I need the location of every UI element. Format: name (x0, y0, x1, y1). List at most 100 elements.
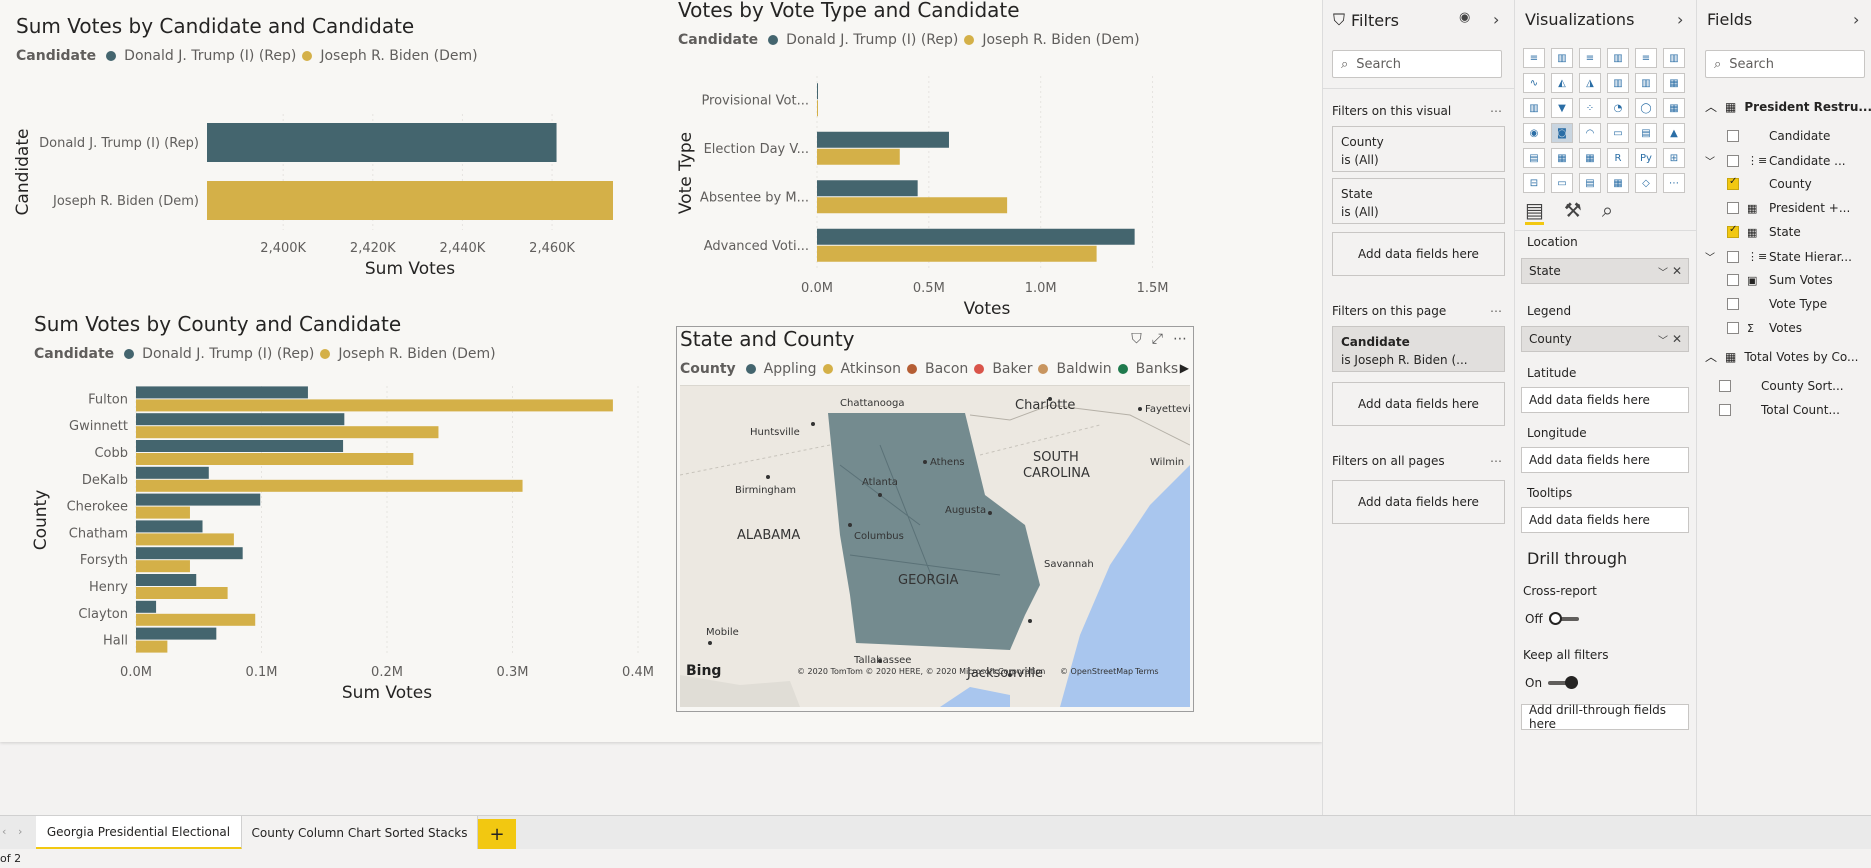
checkbox[interactable] (1727, 250, 1739, 263)
remove-icon[interactable]: ✕ (1671, 264, 1682, 278)
expand-icon[interactable]: ﹀ (1705, 253, 1715, 264)
bar[interactable] (136, 453, 414, 465)
checkbox[interactable] (1727, 298, 1739, 310)
checkbox[interactable] (1727, 154, 1739, 167)
bar[interactable] (136, 560, 190, 573)
fields-tab-icon[interactable]: ▤ (1525, 198, 1544, 225)
bar[interactable] (136, 640, 168, 653)
bar[interactable] (136, 574, 197, 586)
keep-filters-toggle[interactable]: On (1525, 676, 1579, 690)
field-state[interactable]: ▦State (1705, 224, 1801, 239)
prev-page-icon[interactable]: ‹ (2, 825, 7, 838)
checkbox[interactable] (1727, 202, 1739, 214)
bar[interactable] (136, 413, 345, 426)
key-influencers-icon[interactable]: ⊞ (1663, 148, 1685, 168)
remove-icon[interactable]: ✕ (1671, 332, 1682, 346)
field-candidate-[interactable]: ﹀ ⋮≡ Candidate ... (1705, 153, 1846, 169)
waterfall-icon[interactable]: ▥ (1523, 98, 1545, 118)
legend-next-icon[interactable]: ▶ (1179, 361, 1189, 375)
table-icon[interactable]: ▦ (1551, 148, 1573, 168)
bar[interactable] (207, 181, 613, 220)
checkbox[interactable] (1719, 404, 1731, 416)
bar[interactable] (207, 123, 557, 162)
line-column-icon[interactable]: ▥ (1607, 73, 1629, 93)
add-all-filter-field[interactable]: Add data fields here (1332, 480, 1505, 524)
donut-icon[interactable]: ◯ (1635, 98, 1657, 118)
card-icon[interactable]: ▭ (1607, 123, 1629, 143)
bar[interactable] (136, 426, 439, 439)
expand-icon[interactable]: ︿ (1705, 350, 1718, 364)
county-chart[interactable]: Sum Votes by County and Candidate Candid… (28, 306, 668, 716)
field-total-count-[interactable]: Total Count... (1719, 403, 1840, 417)
more-icon[interactable]: ⋯ (1490, 454, 1502, 468)
checkbox[interactable] (1727, 224, 1739, 238)
field-sum-votes[interactable]: ▣ Sum Votes (1705, 273, 1833, 287)
bar[interactable] (136, 440, 344, 452)
scatter-icon[interactable]: ⁘ (1579, 98, 1601, 118)
matrix-icon[interactable]: ▦ (1579, 148, 1601, 168)
checkbox[interactable] (1727, 322, 1739, 334)
funnel-icon[interactable]: ▼ (1551, 98, 1573, 118)
focus-mode-icon[interactable]: ⤢ (1151, 331, 1163, 347)
field-county-sort-[interactable]: County Sort... (1719, 379, 1844, 393)
analytics-tab-icon[interactable]: ⌕ (1601, 198, 1614, 222)
bar[interactable] (136, 547, 243, 560)
map-area[interactable]: Chattanooga Charlotte Fayetteville Hunts… (680, 385, 1190, 707)
next-page-icon[interactable]: › (18, 825, 23, 838)
filter-icon[interactable]: ⛉ (1131, 331, 1142, 347)
bar[interactable] (136, 613, 256, 626)
decomposition-icon[interactable]: ⊟ (1523, 173, 1545, 193)
add-visual-filter-field[interactable]: Add data fields here (1332, 232, 1505, 276)
kpi-icon[interactable]: ▲ (1663, 123, 1685, 143)
tooltips-well[interactable]: Add data fields here (1521, 507, 1689, 533)
clustered-bar-icon[interactable]: ≡ (1579, 48, 1601, 68)
pie-icon[interactable]: ◔ (1607, 98, 1629, 118)
stacked-area-icon[interactable]: ◮ (1579, 73, 1601, 93)
bar[interactable] (817, 83, 818, 100)
vote-type-chart[interactable]: Votes by Vote Type and Candidate Candida… (672, 0, 1192, 322)
location-well[interactable]: State ﹀ ✕ (1521, 258, 1689, 284)
gauge-icon[interactable]: ◠ (1579, 123, 1601, 143)
map-icon[interactable]: ◉ (1523, 123, 1545, 143)
checkbox[interactable] (1727, 130, 1739, 142)
bar[interactable] (817, 228, 1135, 245)
collapse-filters-icon[interactable]: › (1493, 10, 1500, 29)
bar[interactable] (136, 520, 203, 533)
collapse-fields-icon[interactable]: › (1853, 10, 1860, 29)
expand-icon[interactable]: ﹀ (1705, 157, 1715, 168)
table-total-votes[interactable]: ︿ ▦ Total Votes by Co... (1705, 349, 1859, 365)
tab-county-sorted[interactable]: County Column Chart Sorted Stacks (242, 816, 478, 850)
bar[interactable] (136, 386, 308, 399)
filter-card-state[interactable]: State is (All) (1332, 178, 1505, 224)
bar[interactable] (136, 506, 190, 519)
power-apps-icon[interactable]: ◇ (1635, 173, 1657, 193)
field-vote-type[interactable]: Vote Type (1705, 297, 1827, 311)
format-tab-icon[interactable]: ⚒ (1563, 198, 1582, 222)
treemap-icon[interactable]: ▦ (1663, 98, 1685, 118)
add-page-filter-field[interactable]: Add data fields here (1332, 382, 1505, 426)
bar[interactable] (817, 245, 1097, 262)
clustered-column-icon[interactable]: ▥ (1607, 48, 1629, 68)
bar[interactable] (136, 466, 209, 479)
slicer-icon[interactable]: ▤ (1523, 148, 1545, 168)
bar[interactable] (136, 600, 157, 613)
fields-search[interactable]: ⌕ Search (1705, 50, 1865, 78)
100-column-icon[interactable]: ▥ (1663, 48, 1685, 68)
add-page-button[interactable]: + (478, 819, 516, 849)
field-state-hierar-[interactable]: ﹀ ⋮≡ State Hierar... (1705, 249, 1852, 265)
checkbox[interactable] (1727, 176, 1739, 190)
qna-icon[interactable]: ▭ (1551, 173, 1573, 193)
dropdown-icon[interactable]: ﹀ (1658, 335, 1668, 347)
field-county[interactable]: County (1705, 176, 1812, 191)
ribbon-icon[interactable]: ▦ (1663, 73, 1685, 93)
bar[interactable] (136, 479, 523, 492)
line-clustered-icon[interactable]: ▥ (1635, 73, 1657, 93)
line-icon[interactable]: ∿ (1523, 73, 1545, 93)
field-votes[interactable]: Σ Votes (1705, 321, 1802, 335)
bar[interactable] (817, 180, 918, 197)
bar[interactable] (817, 148, 900, 165)
bar[interactable] (136, 627, 217, 640)
candidate-chart[interactable]: Sum Votes by Candidate and Candidate Can… (10, 10, 650, 310)
legend-well[interactable]: County ﹀ ✕ (1521, 326, 1689, 352)
bar[interactable] (136, 493, 261, 506)
